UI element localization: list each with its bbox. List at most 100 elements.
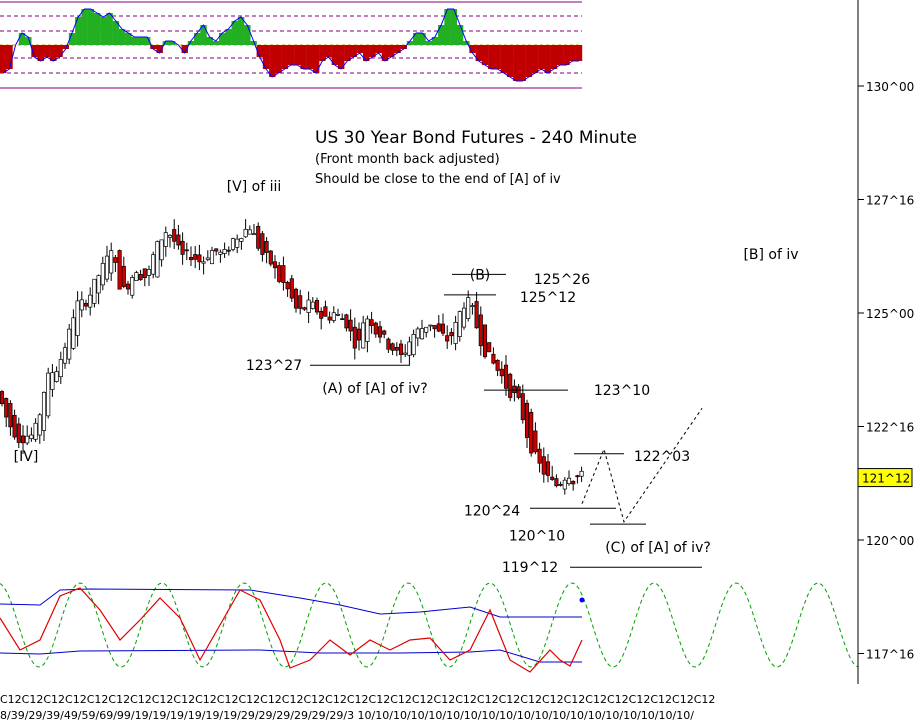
histogram-bar [168,41,176,45]
histogram-bar [100,17,107,45]
histogram-bar [112,21,120,45]
histogram-bar [506,45,514,77]
candle-body [46,372,51,417]
histogram-bar [18,33,26,45]
candle-body [558,484,563,486]
candle-body [247,229,252,235]
histogram-bar [31,45,38,57]
histogram-bar [118,29,126,45]
price-annotation: 123^27 [246,358,302,374]
candle-body [298,295,303,309]
candle-body [167,234,173,238]
histogram-bar [431,37,439,45]
candle-body [499,368,504,377]
current-price-label: 121^12 [862,472,910,486]
candle-body [457,311,462,337]
candle-body [310,301,315,309]
price-annotation: (A) of [A] of iv? [322,381,427,397]
histogram-bar [206,37,213,45]
candle-body [445,335,450,342]
candle-body [67,328,72,360]
candle-body [474,301,479,329]
candle-body [121,265,126,287]
histogram-bar [225,29,232,45]
histogram-bar [244,25,251,45]
candle-body [579,470,584,477]
price-annotation: [V] of iii [227,179,282,195]
candle-body [79,299,84,311]
candle-body [201,261,206,264]
histogram-bar [0,45,7,73]
price-annotation: 125^12 [520,290,576,306]
histogram-bar [37,45,45,61]
candle-body [537,448,542,464]
price-annotation: 120^24 [464,503,520,519]
candle-body [352,326,357,349]
candle-body [205,257,210,260]
price-axis-tick-label: 127^16 [866,194,914,208]
candle-body [20,435,26,444]
candle-body [335,314,341,316]
histogram-bar [300,45,307,69]
histogram-bar [231,21,239,45]
histogram-bar [375,45,382,53]
cycle-line [0,582,859,668]
histogram-bar [556,45,564,65]
candle-body [436,323,441,332]
price-axis-tick-label: 120^00 [866,534,914,548]
candle-body [394,347,399,351]
price-axis: 130^00 127^16 125^00 122^16 120^00 117^16 121^… [857,0,914,684]
candle-body [302,307,307,310]
candle-body [100,263,105,286]
histogram-bar [419,33,426,45]
candle-body [529,411,534,454]
histogram-bar [306,45,314,69]
histogram-bar [475,45,483,61]
candle-body [209,250,215,265]
histogram-bar [87,9,95,45]
candle-body [134,272,139,281]
histogram-bar [394,45,401,53]
candle-body [453,322,458,344]
candle-body [566,477,572,485]
candle-body [138,274,143,280]
candle-body [230,238,236,250]
candle-body [37,414,42,436]
candle-body [125,283,131,290]
candle-body [369,319,374,327]
histogram-bar [212,41,220,45]
histogram-bar [325,45,332,57]
candle-body [373,322,378,335]
candle-body [440,323,446,334]
oscillator-line [0,587,583,673]
candle-body [142,268,147,278]
candle-body [554,478,559,487]
candle-body [8,403,13,428]
candle-body [533,430,538,453]
candle-body [550,476,555,480]
histogram-bar [362,45,370,61]
price-axis-tick-label: 125^00 [866,307,914,321]
cycle-marker [579,597,585,603]
histogram-bar [237,17,245,45]
histogram-bar [319,45,326,61]
candle-body [466,297,471,319]
candle-body [113,257,118,263]
candle-body [163,232,168,247]
histogram-bar [56,45,63,57]
price-annotation: (B) [470,267,491,283]
candle-body [260,233,265,255]
oscillator-histogram-panel [0,1,583,89]
candle-body [541,456,546,475]
histogram-bar [62,45,70,49]
histogram-bar [269,45,276,77]
candle-body [218,251,223,255]
candle-body [432,325,437,330]
histogram-bar [444,9,451,45]
histogram-bar [294,45,301,65]
candle-body [117,250,122,290]
candle-body [516,386,521,398]
candle-body [285,282,290,290]
histogram-bar [137,37,145,45]
price-axis-tick-label: 130^00 [866,80,914,94]
